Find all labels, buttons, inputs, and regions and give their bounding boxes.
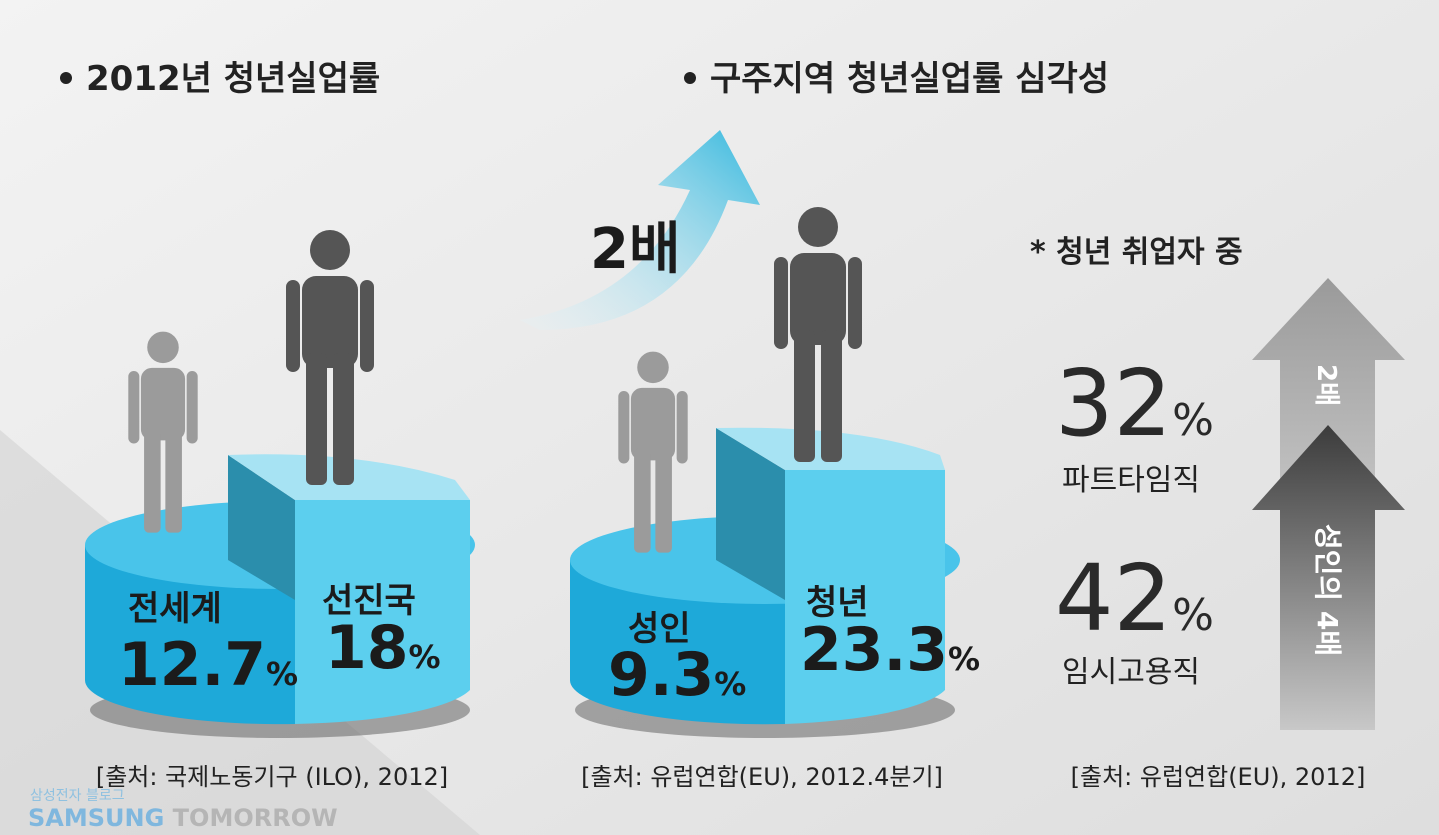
stat-value: 42% [1055, 545, 1214, 652]
section-title: 2012년 청년실업률 [86, 59, 380, 99]
stat-label: 파트타임직 [1062, 463, 1200, 498]
source: [출처: 유럽연합(EU), 2012.4분기] [581, 763, 943, 791]
item-label: 성인 [628, 609, 691, 649]
item-label: 청년 [806, 583, 869, 623]
item-label: 선진국 [322, 581, 416, 621]
stat-value: 32% [1055, 350, 1214, 457]
watermark-blog: 삼성전자 블로그 [30, 788, 125, 804]
item-value: 23.3% [800, 615, 980, 685]
arrow-label: 성인의 4배 [1311, 524, 1344, 656]
source: [출처: 국제노동기구 (ILO), 2012] [96, 763, 448, 791]
arrow-label: 2배 [1311, 364, 1341, 406]
item-label: 전세계 [128, 589, 222, 629]
bullet [60, 72, 72, 84]
item-value: 12.7% [118, 630, 298, 700]
note: * 청년 취업자 중 [1030, 235, 1243, 270]
up-arrow [1252, 425, 1405, 730]
watermark-brand: SAMSUNG TOMORROW [28, 804, 338, 832]
stat-label: 임시고용직 [1062, 655, 1200, 690]
source: [출처: 유럽연합(EU), 2012] [1071, 763, 1366, 791]
arrow-label: 2배 [590, 217, 681, 282]
item-value: 18% [325, 613, 441, 683]
item-value: 9.3% [608, 640, 746, 710]
cylinder [84, 454, 475, 738]
section-title: 구주지역 청년실업률 심각성 [710, 59, 1109, 99]
trend-arrow [520, 130, 760, 330]
bullet [684, 72, 696, 84]
